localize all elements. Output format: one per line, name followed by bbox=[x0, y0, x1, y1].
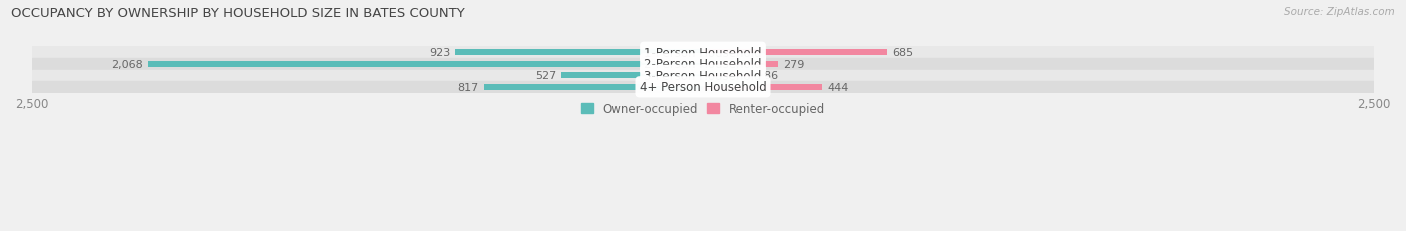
Bar bbox=[32, 59, 1374, 70]
Bar bbox=[32, 70, 1374, 82]
Text: Source: ZipAtlas.com: Source: ZipAtlas.com bbox=[1284, 7, 1395, 17]
Text: 685: 685 bbox=[891, 48, 912, 58]
Text: 2-Person Household: 2-Person Household bbox=[644, 58, 762, 71]
Text: 279: 279 bbox=[783, 60, 804, 70]
Text: 923: 923 bbox=[429, 48, 450, 58]
Bar bbox=[703, 73, 754, 79]
Text: 4+ Person Household: 4+ Person Household bbox=[640, 81, 766, 94]
Text: 2,068: 2,068 bbox=[111, 60, 143, 70]
Bar bbox=[32, 82, 1374, 93]
Bar bbox=[703, 50, 887, 56]
Bar bbox=[561, 73, 703, 79]
Bar bbox=[456, 50, 703, 56]
Bar bbox=[703, 61, 778, 67]
Bar bbox=[32, 47, 1374, 59]
Text: OCCUPANCY BY OWNERSHIP BY HOUSEHOLD SIZE IN BATES COUNTY: OCCUPANCY BY OWNERSHIP BY HOUSEHOLD SIZE… bbox=[11, 7, 465, 20]
Text: 186: 186 bbox=[758, 71, 779, 81]
Bar bbox=[484, 85, 703, 90]
Text: 444: 444 bbox=[827, 82, 848, 92]
Bar bbox=[703, 85, 823, 90]
Text: 1-Person Household: 1-Person Household bbox=[644, 46, 762, 60]
Text: 527: 527 bbox=[536, 71, 557, 81]
Legend: Owner-occupied, Renter-occupied: Owner-occupied, Renter-occupied bbox=[581, 103, 825, 116]
Text: 817: 817 bbox=[457, 82, 479, 92]
Text: 3-Person Household: 3-Person Household bbox=[644, 70, 762, 82]
Bar bbox=[148, 61, 703, 67]
